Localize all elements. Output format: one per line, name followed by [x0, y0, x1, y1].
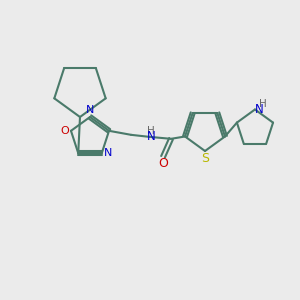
- Text: S: S: [201, 152, 209, 164]
- Text: N: N: [147, 130, 155, 143]
- Text: O: O: [158, 157, 168, 170]
- Text: H: H: [147, 126, 155, 136]
- Text: H: H: [259, 100, 267, 110]
- Text: N: N: [103, 148, 112, 158]
- Text: O: O: [61, 126, 69, 136]
- Text: N: N: [255, 103, 263, 116]
- Text: N: N: [86, 105, 94, 115]
